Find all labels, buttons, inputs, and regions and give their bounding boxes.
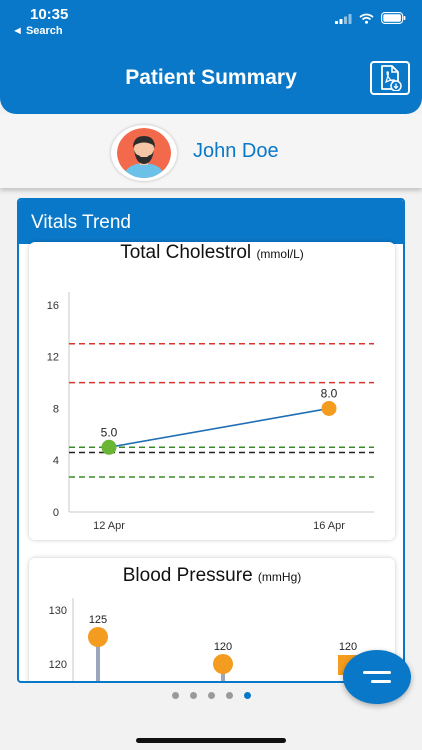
- y-tick-label: 8: [53, 403, 59, 415]
- data-marker: [213, 654, 233, 674]
- data-label: 120: [214, 641, 232, 653]
- menu-icon: [363, 671, 391, 674]
- page-dot[interactable]: [225, 692, 233, 699]
- x-tick-label: 12 Apr: [93, 520, 125, 532]
- data-point: [101, 439, 117, 455]
- vitals-title: Vitals Trend: [31, 212, 131, 233]
- data-point: [321, 400, 337, 416]
- status-bar: 10:35 ◄ Search: [0, 0, 422, 42]
- data-label: 120: [339, 641, 357, 653]
- blood-pressure-chart: 120 130 125 120 120: [49, 598, 358, 681]
- cholesterol-chart-unit: (mmol/L): [256, 247, 304, 261]
- cholesterol-chart-title-row: Total Cholestrol (mmol/L): [29, 242, 395, 264]
- back-to-search-link[interactable]: ◄ Search: [12, 25, 63, 37]
- x-tick-label: 16 Apr: [313, 520, 345, 532]
- cholesterol-chart: 0 4 8 12 16 12 Apr 16 Apr 5.0 8.0: [47, 292, 374, 532]
- y-tick-label: 0: [53, 507, 59, 519]
- vitals-trend-card: Vitals Trend Total Cholestrol (mmol/L) 0…: [17, 198, 405, 683]
- page-dot[interactable]: [171, 692, 179, 699]
- status-icons: [335, 12, 406, 24]
- y-tick-label: 120: [49, 659, 67, 671]
- signal-icon: [335, 13, 352, 24]
- menu-fab-button[interactable]: [343, 650, 411, 704]
- data-label: 125: [89, 614, 107, 626]
- y-tick-label: 4: [53, 455, 59, 467]
- data-marker: [88, 627, 108, 647]
- bp-chart-title: Blood Pressure: [122, 565, 253, 586]
- patient-name: John Doe: [193, 140, 279, 162]
- page-indicator[interactable]: [0, 692, 422, 699]
- avatar: [111, 125, 177, 181]
- battery-icon: [381, 12, 406, 24]
- patient-bar: John Doe: [0, 114, 422, 188]
- cholesterol-chart-card: Total Cholestrol (mmol/L) 0 4 8 12 16 12 Apr 1…: [29, 242, 395, 540]
- wifi-icon: [359, 13, 374, 24]
- export-pdf-button[interactable]: [370, 61, 410, 95]
- cholesterol-chart-title: Total Cholestrol: [120, 242, 252, 263]
- data-label: 8.0: [321, 386, 338, 400]
- status-time: 10:35: [30, 6, 69, 23]
- series-line: [108, 407, 330, 449]
- pdf-download-icon: [381, 65, 402, 91]
- vitals-header: Vitals Trend: [19, 200, 403, 244]
- menu-icon-line: [371, 680, 391, 683]
- page-dot[interactable]: [189, 692, 197, 699]
- page-title: Patient Summary: [125, 66, 297, 89]
- bp-chart-title-row: Blood Pressure (mmHg): [29, 565, 395, 587]
- bp-chart-unit: (mmHg): [257, 570, 302, 584]
- patient-avatar-icon: [117, 128, 171, 178]
- home-indicator: [136, 738, 286, 743]
- app-header: Patient Summary: [0, 42, 422, 114]
- y-tick-label: 130: [49, 605, 67, 617]
- y-tick-label: 16: [47, 300, 59, 312]
- y-tick-label: 12: [47, 352, 59, 364]
- page-dot[interactable]: [243, 692, 251, 699]
- page-dot[interactable]: [207, 692, 215, 699]
- data-label: 5.0: [101, 425, 118, 439]
- blood-pressure-chart-card: Blood Pressure (mmHg) 120 130 125 120 120: [29, 558, 395, 681]
